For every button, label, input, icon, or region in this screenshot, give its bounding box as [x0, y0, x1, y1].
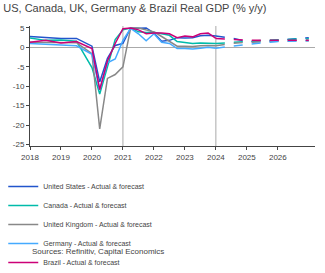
svg-text:2018: 2018: [21, 153, 39, 162]
svg-text:-5: -5: [17, 63, 25, 72]
svg-text:-25: -25: [13, 140, 25, 149]
svg-text:2021: 2021: [114, 153, 132, 162]
svg-text:5: 5: [20, 24, 25, 33]
svg-text:2024: 2024: [207, 153, 225, 162]
svg-text:-10: -10: [13, 82, 25, 91]
svg-text:-20: -20: [13, 121, 25, 130]
svg-text:Sources: Refinitiv, Capital Ec: Sources: Refinitiv, Capital Economics: [32, 247, 164, 256]
svg-text:2020: 2020: [83, 153, 101, 162]
svg-text:2026: 2026: [269, 153, 287, 162]
svg-text:United States - Actual & forec: United States - Actual & forecast: [43, 183, 144, 190]
svg-text:2019: 2019: [52, 153, 70, 162]
svg-text:-15: -15: [13, 101, 25, 110]
svg-text:Brazil - Actual & forecast: Brazil - Actual & forecast: [43, 259, 119, 266]
svg-text:Canada - Actual & forecast: Canada - Actual & forecast: [43, 202, 126, 209]
svg-text:United Kingdom - Actual & fore: United Kingdom - Actual & forecast: [43, 221, 152, 229]
svg-text:US, Canada, UK, Germany & Braz: US, Canada, UK, Germany & Brazil Real GD…: [3, 2, 266, 14]
svg-text:2022: 2022: [145, 153, 163, 162]
svg-text:Germany - Actual & forecast: Germany - Actual & forecast: [43, 240, 131, 248]
svg-text:0: 0: [20, 43, 25, 52]
svg-text:2023: 2023: [176, 153, 194, 162]
svg-text:2025: 2025: [238, 153, 256, 162]
